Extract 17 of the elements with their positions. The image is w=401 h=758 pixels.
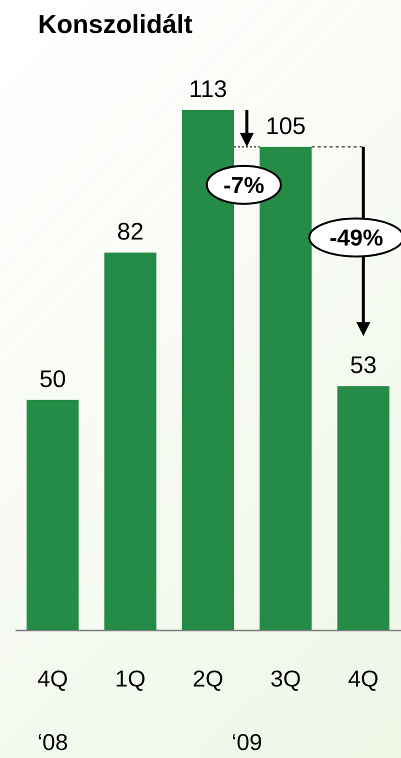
- x-tick-label: 3Q: [270, 666, 302, 692]
- x-tick-label: 1Q: [114, 666, 146, 692]
- annotation: -7%: [223, 172, 264, 198]
- x-tick-label: 2Q: [192, 666, 224, 692]
- x-tick-label: 4Q: [348, 666, 379, 692]
- text: ‘08: [37, 729, 68, 755]
- data-label: 50: [39, 366, 66, 393]
- data-label: 105: [266, 112, 306, 140]
- chart-title: Konszolidált: [38, 9, 193, 39]
- x-tick-label: 4Q: [37, 666, 68, 692]
- annotation: -49%: [329, 224, 384, 250]
- text: ‘09: [231, 729, 262, 755]
- data-label: 113: [188, 76, 228, 103]
- data-label: 82: [116, 218, 144, 246]
- ellipse-callout: -7%: [206, 164, 282, 205]
- ellipse-callout: -49%: [308, 217, 401, 258]
- data-label: 53: [350, 352, 377, 380]
